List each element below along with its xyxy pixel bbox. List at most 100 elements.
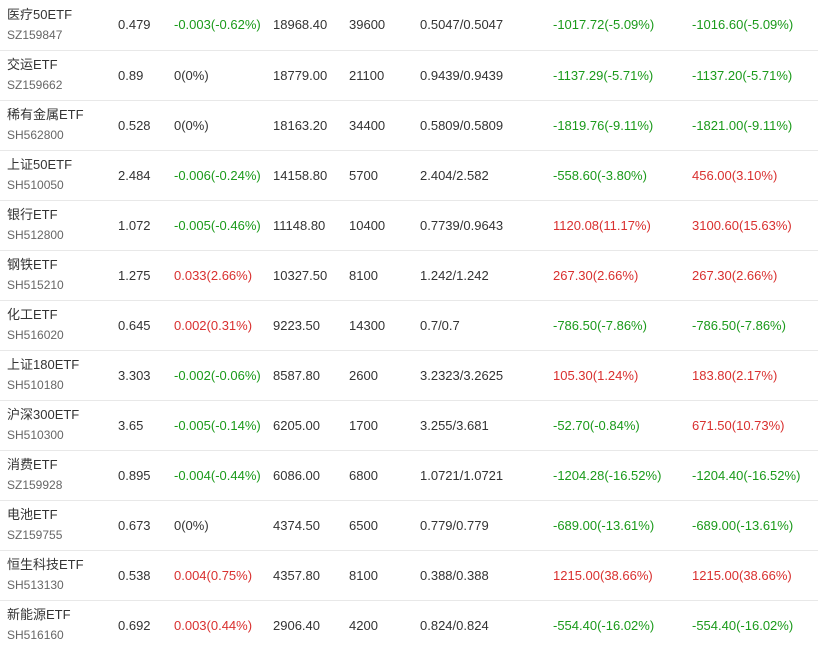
fund-code: SH513130 <box>7 578 64 592</box>
change-cell: -0.004(-0.44%) <box>171 450 271 501</box>
fund-name[interactable]: 稀有金属ETF <box>7 107 84 122</box>
change-cell: 0(0%) <box>171 100 271 151</box>
total-profit-loss-cell: 456.00(3.10%) <box>688 150 818 201</box>
price-cell: 0.528 <box>111 100 171 151</box>
change-cell: -0.005(-0.46%) <box>171 200 271 251</box>
fund-cell[interactable]: 电池ETF SZ159755 <box>0 500 111 551</box>
fund-code: SH510050 <box>7 178 64 192</box>
amount-cell: 6205.00 <box>271 400 349 451</box>
table-row[interactable]: 交运ETF SZ159662 0.89 0(0%) 18779.00 21100 0.943… <box>0 50 818 101</box>
total-profit-loss-cell: -1204.40(-16.52%) <box>688 450 818 501</box>
price-cell: 0.538 <box>111 550 171 601</box>
table-row[interactable]: 银行ETF SH512800 1.072 -0.005(-0.46%) 11148.80… <box>0 200 818 251</box>
table-row[interactable]: 上证50ETF SH510050 2.484 -0.006(-0.24%) 14158.… <box>0 150 818 201</box>
table-row[interactable]: 新能源ETF SH516160 0.692 0.003(0.44%) 2906.40 42… <box>0 600 818 647</box>
change-cell: 0.033(2.66%) <box>171 250 271 301</box>
change-cell: 0.004(0.75%) <box>171 550 271 601</box>
table-row[interactable]: 钢铁ETF SH515210 1.275 0.033(2.66%) 10327.50 81… <box>0 250 818 301</box>
fund-code: SZ159928 <box>7 478 63 492</box>
profit-loss-cell: -786.50(-7.86%) <box>549 300 688 351</box>
table-row[interactable]: 沪深300ETF SH510300 3.65 -0.005(-0.14%) 6205.0… <box>0 400 818 451</box>
amount-cell: 18163.20 <box>271 100 349 151</box>
fund-name[interactable]: 电池ETF <box>7 507 58 522</box>
price-cell: 0.645 <box>111 300 171 351</box>
price-cell: 0.673 <box>111 500 171 551</box>
fund-cell[interactable]: 沪深300ETF SH510300 <box>0 400 111 451</box>
fund-code: SH562800 <box>7 128 64 142</box>
fund-name[interactable]: 消费ETF <box>7 457 58 472</box>
fund-cell[interactable]: 化工ETF SH516020 <box>0 300 111 351</box>
fund-name[interactable]: 上证50ETF <box>7 157 73 172</box>
profit-loss-cell: -1137.29(-5.71%) <box>549 50 688 101</box>
cost-cell: 1.242/1.242 <box>418 250 549 301</box>
cost-cell: 0.779/0.779 <box>418 500 549 551</box>
total-profit-loss-cell: -689.00(-13.61%) <box>688 500 818 551</box>
fund-code: SZ159662 <box>7 78 63 92</box>
fund-code: SH516020 <box>7 328 64 342</box>
profit-loss-cell: 105.30(1.24%) <box>549 350 688 401</box>
price-cell: 0.479 <box>111 0 171 51</box>
fund-cell[interactable]: 上证180ETF SH510180 <box>0 350 111 401</box>
change-cell: -0.002(-0.06%) <box>171 350 271 401</box>
price-cell: 1.275 <box>111 250 171 301</box>
change-cell: -0.006(-0.24%) <box>171 150 271 201</box>
cost-cell: 3.255/3.681 <box>418 400 549 451</box>
amount-cell: 8587.80 <box>271 350 349 401</box>
fund-cell[interactable]: 恒生科技ETF SH513130 <box>0 550 111 601</box>
price-cell: 0.895 <box>111 450 171 501</box>
price-cell: 0.692 <box>118 617 151 633</box>
profit-loss-cell: -1017.72(-5.09%) <box>549 0 688 51</box>
volume-cell: 4200 <box>349 617 378 633</box>
volume-cell: 6800 <box>349 450 418 501</box>
volume-cell: 8100 <box>349 550 418 601</box>
cost-cell: 2.404/2.582 <box>418 150 549 201</box>
amount-cell: 18779.00 <box>271 50 349 101</box>
table-row[interactable]: 化工ETF SH516020 0.645 0.002(0.31%) 9223.50 143… <box>0 300 818 351</box>
fund-name[interactable]: 医疗50ETF <box>7 6 73 22</box>
volume-cell: 2600 <box>349 350 418 401</box>
table-row[interactable]: 恒生科技ETF SH513130 0.538 0.004(0.75%) 4357.80 8… <box>0 550 818 601</box>
fund-name[interactable]: 交运ETF <box>7 57 58 72</box>
fund-cell[interactable]: 上证50ETF SH510050 <box>0 150 111 201</box>
fund-cell[interactable]: 稀有金属ETF SH562800 <box>0 100 111 151</box>
change-cell: 0.002(0.31%) <box>171 300 271 351</box>
cost-cell: 0.824/0.824 <box>420 617 489 633</box>
fund-code: SZ159755 <box>7 528 63 542</box>
fund-cell[interactable]: 消费ETF SZ159928 <box>0 450 111 501</box>
fund-name[interactable]: 化工ETF <box>7 307 58 322</box>
fund-name[interactable]: 新能源ETF <box>7 607 71 623</box>
table-row[interactable]: 上证180ETF SH510180 3.303 -0.002(-0.06%) 8587.… <box>0 350 818 401</box>
fund-name[interactable]: 沪深300ETF <box>7 407 80 422</box>
cost-cell: 1.0721/1.0721 <box>418 450 549 501</box>
volume-cell: 14300 <box>349 300 418 351</box>
price-cell: 0.89 <box>111 50 171 101</box>
fund-code: SH510300 <box>7 428 64 442</box>
fund-code: SH515210 <box>7 278 64 292</box>
fund-cell[interactable]: 交运ETF SZ159662 <box>0 50 111 101</box>
table-row[interactable]: 稀有金属ETF SH562800 0.528 0(0%) 18163.20 34400 0.… <box>0 100 818 151</box>
amount-cell: 4374.50 <box>271 500 349 551</box>
fund-cell[interactable]: 新能源ETF SH516160 <box>0 600 111 647</box>
fund-code: SH516160 <box>7 628 64 643</box>
volume-cell: 34400 <box>349 100 418 151</box>
volume-cell: 21100 <box>349 50 418 101</box>
fund-cell[interactable]: 医疗50ETF SZ159847 <box>0 0 111 51</box>
profit-loss-cell: -558.60(-3.80%) <box>549 150 688 201</box>
fund-cell[interactable]: 钢铁ETF SH515210 <box>0 250 111 301</box>
amount-cell: 18968.40 <box>271 0 349 51</box>
volume-cell: 39600 <box>349 0 418 51</box>
table-row[interactable]: 医疗50ETF SZ159847 0.479 -0.003(-0.62%) 18968.… <box>0 0 818 51</box>
table-row[interactable]: 电池ETF SZ159755 0.673 0(0%) 4374.50 6500 0.779/… <box>0 500 818 551</box>
profit-loss-cell: -554.40(-16.02%) <box>553 617 655 633</box>
cost-cell: 0.7/0.7 <box>418 300 549 351</box>
table-row[interactable]: 消费ETF SZ159928 0.895 -0.004(-0.44%) 6086.00 6… <box>0 450 818 501</box>
fund-name[interactable]: 银行ETF <box>7 207 58 222</box>
fund-name[interactable]: 恒生科技ETF <box>7 557 84 572</box>
fund-cell[interactable]: 银行ETF SH512800 <box>0 200 111 251</box>
price-cell: 1.072 <box>111 200 171 251</box>
total-profit-loss-cell: -786.50(-7.86%) <box>688 300 818 351</box>
fund-name[interactable]: 上证180ETF <box>7 357 80 372</box>
fund-name[interactable]: 钢铁ETF <box>7 257 58 272</box>
change-cell: -0.003(-0.62%) <box>171 0 271 51</box>
